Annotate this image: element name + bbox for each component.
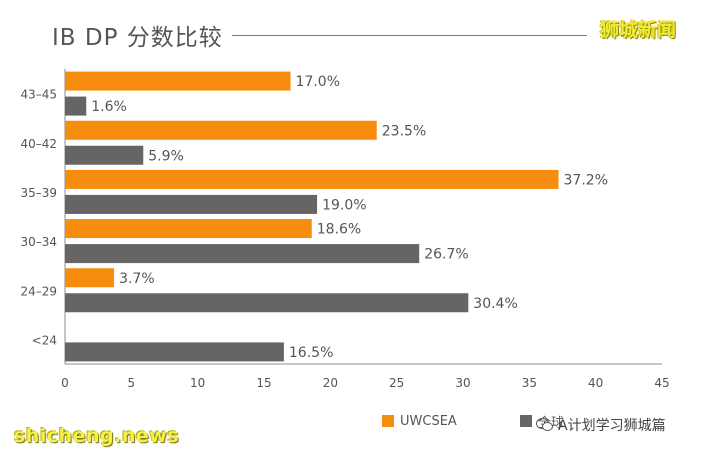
bar-label-global-5: 16.5% [289, 345, 333, 361]
bar-label-uwcsea-4: 3.7% [119, 271, 155, 287]
bar-label-global-4: 30.4% [473, 296, 517, 312]
bar-label-uwcsea-3: 18.6% [317, 222, 361, 238]
bar-label-uwcsea-2: 37.2% [564, 172, 608, 188]
category-labels-group: 43–45 40–42 35–39 30–34 24–29 <24 [20, 88, 57, 348]
bar-label-global-1: 5.9% [148, 148, 184, 164]
chart-title: IB DP 分数比较 [52, 25, 223, 51]
bar-label-uwcsea-0: 17.0% [296, 74, 340, 90]
watermark-top: 狮城新闻 [600, 19, 677, 41]
category-label-1: 40–42 [20, 137, 57, 151]
watermark-bottom: shicheng.news [14, 425, 180, 447]
bar-label-global-2: 19.0% [322, 197, 366, 213]
bar-label-global-0: 1.6% [91, 99, 127, 115]
legend-swatch-uwcsea [382, 415, 394, 427]
x-tick-label-4: 20 [323, 376, 338, 390]
x-tick-label-7: 35 [522, 376, 537, 390]
wechat-watermark: A计划学习狮城篇 [536, 415, 666, 435]
bar-uwcsea-2 [65, 169, 559, 189]
x-tick-label-2: 10 [190, 376, 205, 390]
category-label-5: <24 [32, 333, 57, 347]
x-tick-label-0: 0 [61, 376, 69, 390]
bar-global-4 [65, 293, 469, 313]
bar-uwcsea-3 [65, 219, 312, 239]
category-label-3: 30–34 [20, 235, 57, 249]
wechat-icon [536, 418, 554, 432]
bar-label-uwcsea-1: 23.5% [382, 123, 426, 139]
category-label-0: 43–45 [20, 88, 57, 102]
bar-global-1 [65, 145, 144, 165]
title-underline [232, 35, 587, 36]
bar-global-2 [65, 194, 318, 214]
x-tick-label-8: 40 [588, 376, 603, 390]
wechat-watermark-text: A计划学习狮城篇 [558, 418, 666, 434]
category-label-2: 35–39 [20, 186, 57, 200]
x-tick-label-6: 30 [455, 376, 470, 390]
x-tick-label-3: 15 [256, 376, 271, 390]
bars-group [65, 71, 559, 362]
bar-global-3 [65, 244, 420, 264]
bar-global-5 [65, 342, 284, 362]
x-tick-label-5: 25 [389, 376, 404, 390]
bar-label-global-3: 26.7% [424, 247, 468, 263]
legend-item-uwcsea: UWCSEA [382, 412, 457, 430]
x-ticks-group: 0 5 10 15 20 25 30 35 40 45 [61, 376, 669, 390]
x-tick-label-9: 45 [654, 376, 669, 390]
x-tick-label-1: 5 [128, 376, 136, 390]
bar-labels-group: 17.0% 1.6% 23.5% 5.9% 37.2% 19.0% 18.6% 26.7% 3.… [91, 74, 608, 361]
legend-label-uwcsea: UWCSEA [400, 413, 457, 429]
bar-uwcsea-0 [65, 71, 291, 91]
bar-uwcsea-4 [65, 268, 115, 288]
bar-global-0 [65, 96, 87, 116]
bar-uwcsea-1 [65, 120, 377, 140]
legend-swatch-global [520, 415, 532, 427]
category-label-4: 24–29 [20, 284, 57, 298]
